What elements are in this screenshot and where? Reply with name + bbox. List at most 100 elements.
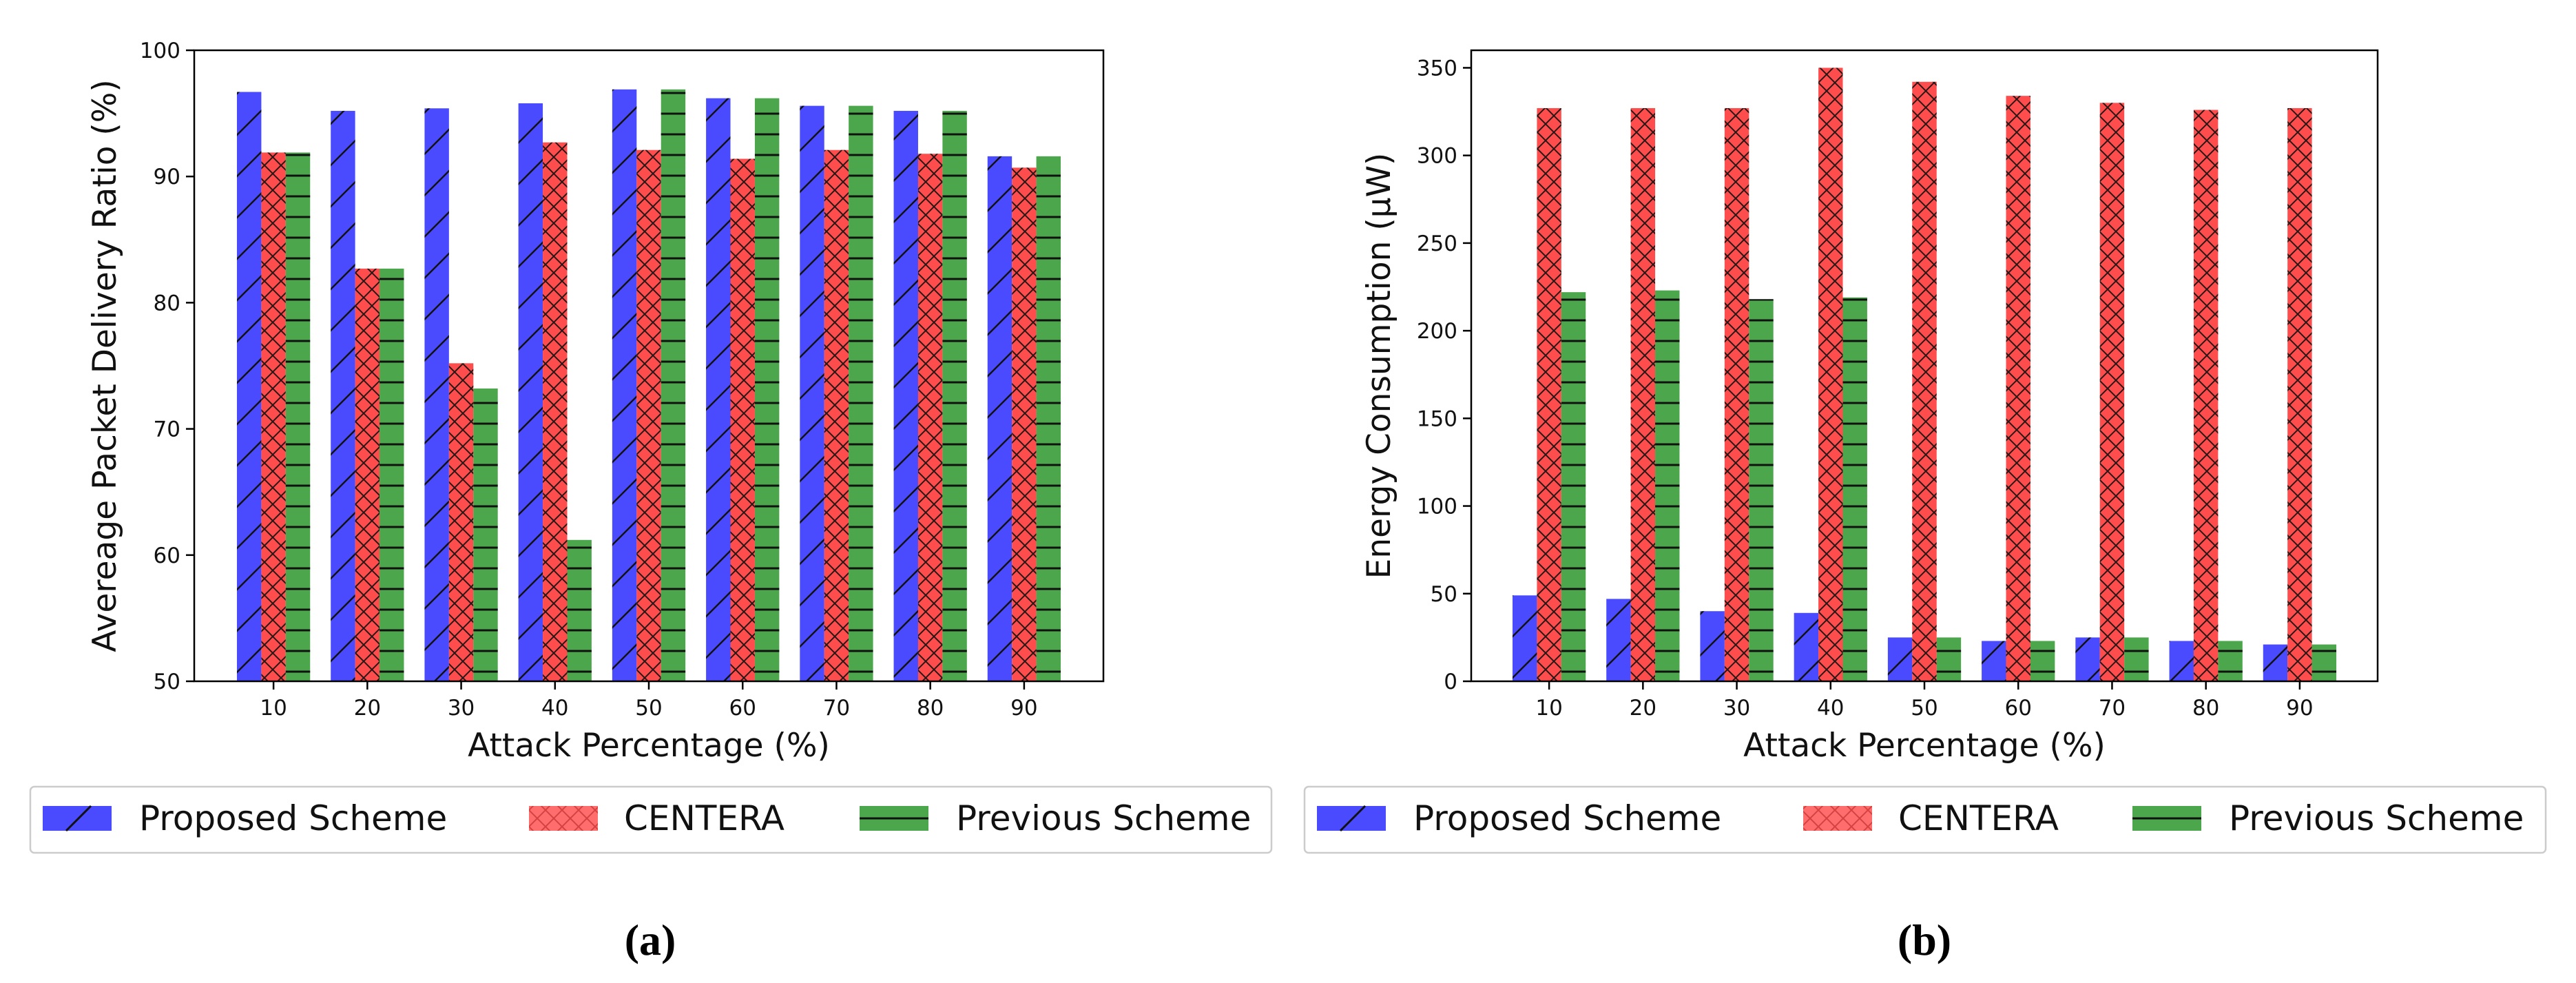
bar-hatch-centera-70 — [2099, 103, 2125, 682]
y-tick-label: 150 — [1417, 406, 1457, 431]
bar-hatch-proposed-30 — [1700, 611, 1725, 681]
bar-hatch-proposed-70 — [2075, 637, 2100, 681]
y-tick-label: 100 — [1417, 495, 1457, 519]
legend-label-centera-a: CENTERA — [624, 798, 785, 838]
x-tick-label: 60 — [729, 696, 756, 721]
bar-hatch-previous-70 — [2124, 637, 2149, 681]
x-tick-label: 20 — [1630, 696, 1656, 721]
bars-b — [1512, 68, 2337, 682]
caption-b: (b) — [1898, 915, 1951, 964]
x-tick-label: 80 — [2192, 696, 2219, 721]
bar-hatch-proposed-90 — [987, 156, 1012, 681]
y-tick-label: 200 — [1417, 319, 1457, 344]
legend-swatch-centera-fill-a — [529, 806, 598, 831]
bar-hatch-proposed-40 — [1794, 612, 1819, 681]
y-tick-label: 80 — [154, 291, 180, 315]
y-tick-label: 70 — [154, 417, 180, 442]
bar-hatch-proposed-50 — [1887, 637, 1913, 681]
bar-hatch-centera-20 — [1630, 107, 1656, 681]
bar-hatch-previous-60 — [754, 98, 780, 682]
bar-hatch-centera-30 — [448, 363, 474, 681]
y-ticks-b: 0 50 100 150 200 250 300 350 — [1417, 56, 1471, 694]
bar-hatch-proposed-40 — [518, 103, 543, 682]
bar-hatch-previous-90 — [2312, 644, 2337, 681]
legend-hatch-proposed-b — [1339, 805, 1367, 832]
bar-hatch-proposed-80 — [2169, 641, 2194, 681]
bar-hatch-centera-90 — [1012, 167, 1037, 682]
legend-label-previous-a: Previous Scheme — [956, 798, 1251, 838]
x-tick-label: 10 — [1535, 696, 1562, 721]
x-tick-label: 60 — [2004, 696, 2031, 721]
bar-hatch-previous-40 — [567, 539, 592, 681]
chart-panel-a: 50 60 70 80 90 100 10 20 30 40 50 60 70 80 90 Attack … — [29, 39, 1273, 964]
legend-swatch-centera-fill-b — [1803, 806, 1872, 831]
bar-hatch-previous-10 — [1561, 292, 1586, 682]
legend-box-a — [29, 785, 1273, 854]
y-axis-label-a: Avereage Packet Delivery Ratio (%) — [86, 79, 124, 652]
bar-hatch-proposed-80 — [893, 110, 918, 681]
bar-hatch-previous-20 — [1655, 290, 1680, 682]
bar-hatch-previous-50 — [1936, 637, 1962, 681]
x-tick-label: 50 — [1911, 696, 1938, 721]
bar-hatch-previous-80 — [2218, 641, 2243, 681]
x-tick-label: 80 — [917, 696, 944, 721]
bar-hatch-proposed-50 — [612, 89, 637, 682]
bar-hatch-centera-30 — [1724, 107, 1749, 681]
x-tick-label: 10 — [260, 696, 287, 721]
bar-hatch-previous-40 — [1842, 297, 1867, 681]
legend-box-b — [1303, 785, 2547, 854]
y-ticks-a: 50 60 70 80 90 100 — [140, 39, 194, 694]
bar-hatch-previous-90 — [1036, 156, 1061, 681]
x-axis-label-a: Attack Percentage (%) — [468, 727, 830, 765]
bar-hatch-previous-30 — [1749, 299, 1774, 681]
x-tick-label: 70 — [823, 696, 850, 721]
y-tick-label: 90 — [154, 165, 180, 189]
bar-hatch-previous-60 — [2030, 641, 2055, 681]
bar-hatch-centera-40 — [543, 142, 568, 682]
bar-hatch-proposed-10 — [236, 92, 262, 681]
x-tick-label: 40 — [1817, 696, 1844, 721]
legend-hatch-proposed-a — [65, 805, 92, 832]
y-tick-label: 300 — [1417, 144, 1457, 169]
bar-hatch-previous-80 — [942, 110, 967, 681]
legend-b: Proposed Scheme CENTERA Previous Scheme — [1303, 785, 2547, 854]
bar-hatch-centera-90 — [2287, 107, 2312, 681]
y-axis-label-b: Energy Consumption (µW) — [1360, 153, 1398, 579]
caption-a: (a) — [625, 915, 676, 964]
x-tick-label: 90 — [1010, 696, 1037, 721]
bar-hatch-proposed-30 — [424, 108, 449, 682]
x-tick-label: 50 — [635, 696, 662, 721]
legend-label-proposed-a: Proposed Scheme — [139, 798, 447, 838]
legend-a: Proposed Scheme CENTERA Previous Scheme — [29, 785, 1273, 854]
x-tick-label: 30 — [448, 696, 475, 721]
legend-label-centera-b: CENTERA — [1898, 798, 2059, 838]
x-tick-label: 20 — [354, 696, 381, 721]
bar-hatch-proposed-70 — [800, 105, 824, 681]
bar-hatch-previous-20 — [380, 268, 404, 681]
bar-hatch-previous-10 — [285, 152, 311, 682]
x-tick-label: 90 — [2286, 696, 2313, 721]
bar-hatch-proposed-60 — [706, 98, 731, 682]
bar-hatch-centera-80 — [917, 154, 943, 681]
bar-hatch-centera-80 — [2193, 110, 2219, 681]
bars-a — [236, 89, 1061, 682]
y-tick-label: 250 — [1417, 231, 1457, 256]
x-tick-label: 30 — [1723, 696, 1750, 721]
y-tick-label: 0 — [1444, 670, 1457, 694]
bar-hatch-centera-10 — [1537, 107, 1561, 681]
bar-hatch-proposed-90 — [2263, 644, 2288, 681]
legend-label-previous-b: Previous Scheme — [2229, 798, 2524, 838]
bar-hatch-centera-50 — [636, 149, 661, 681]
bar-hatch-previous-30 — [473, 388, 498, 681]
y-tick-label: 60 — [154, 544, 180, 568]
x-ticks-a: 10 20 30 40 50 60 70 80 90 — [260, 681, 1038, 721]
bar-hatch-centera-60 — [2006, 96, 2030, 682]
bar-hatch-centera-70 — [824, 149, 849, 681]
bar-hatch-centera-50 — [1912, 81, 1937, 682]
bar-hatch-centera-20 — [355, 268, 380, 681]
bar-hatch-proposed-20 — [331, 110, 355, 681]
bar-hatch-previous-70 — [849, 105, 873, 681]
x-axis-label-b: Attack Percentage (%) — [1743, 727, 2106, 765]
bar-hatch-previous-50 — [661, 89, 686, 682]
